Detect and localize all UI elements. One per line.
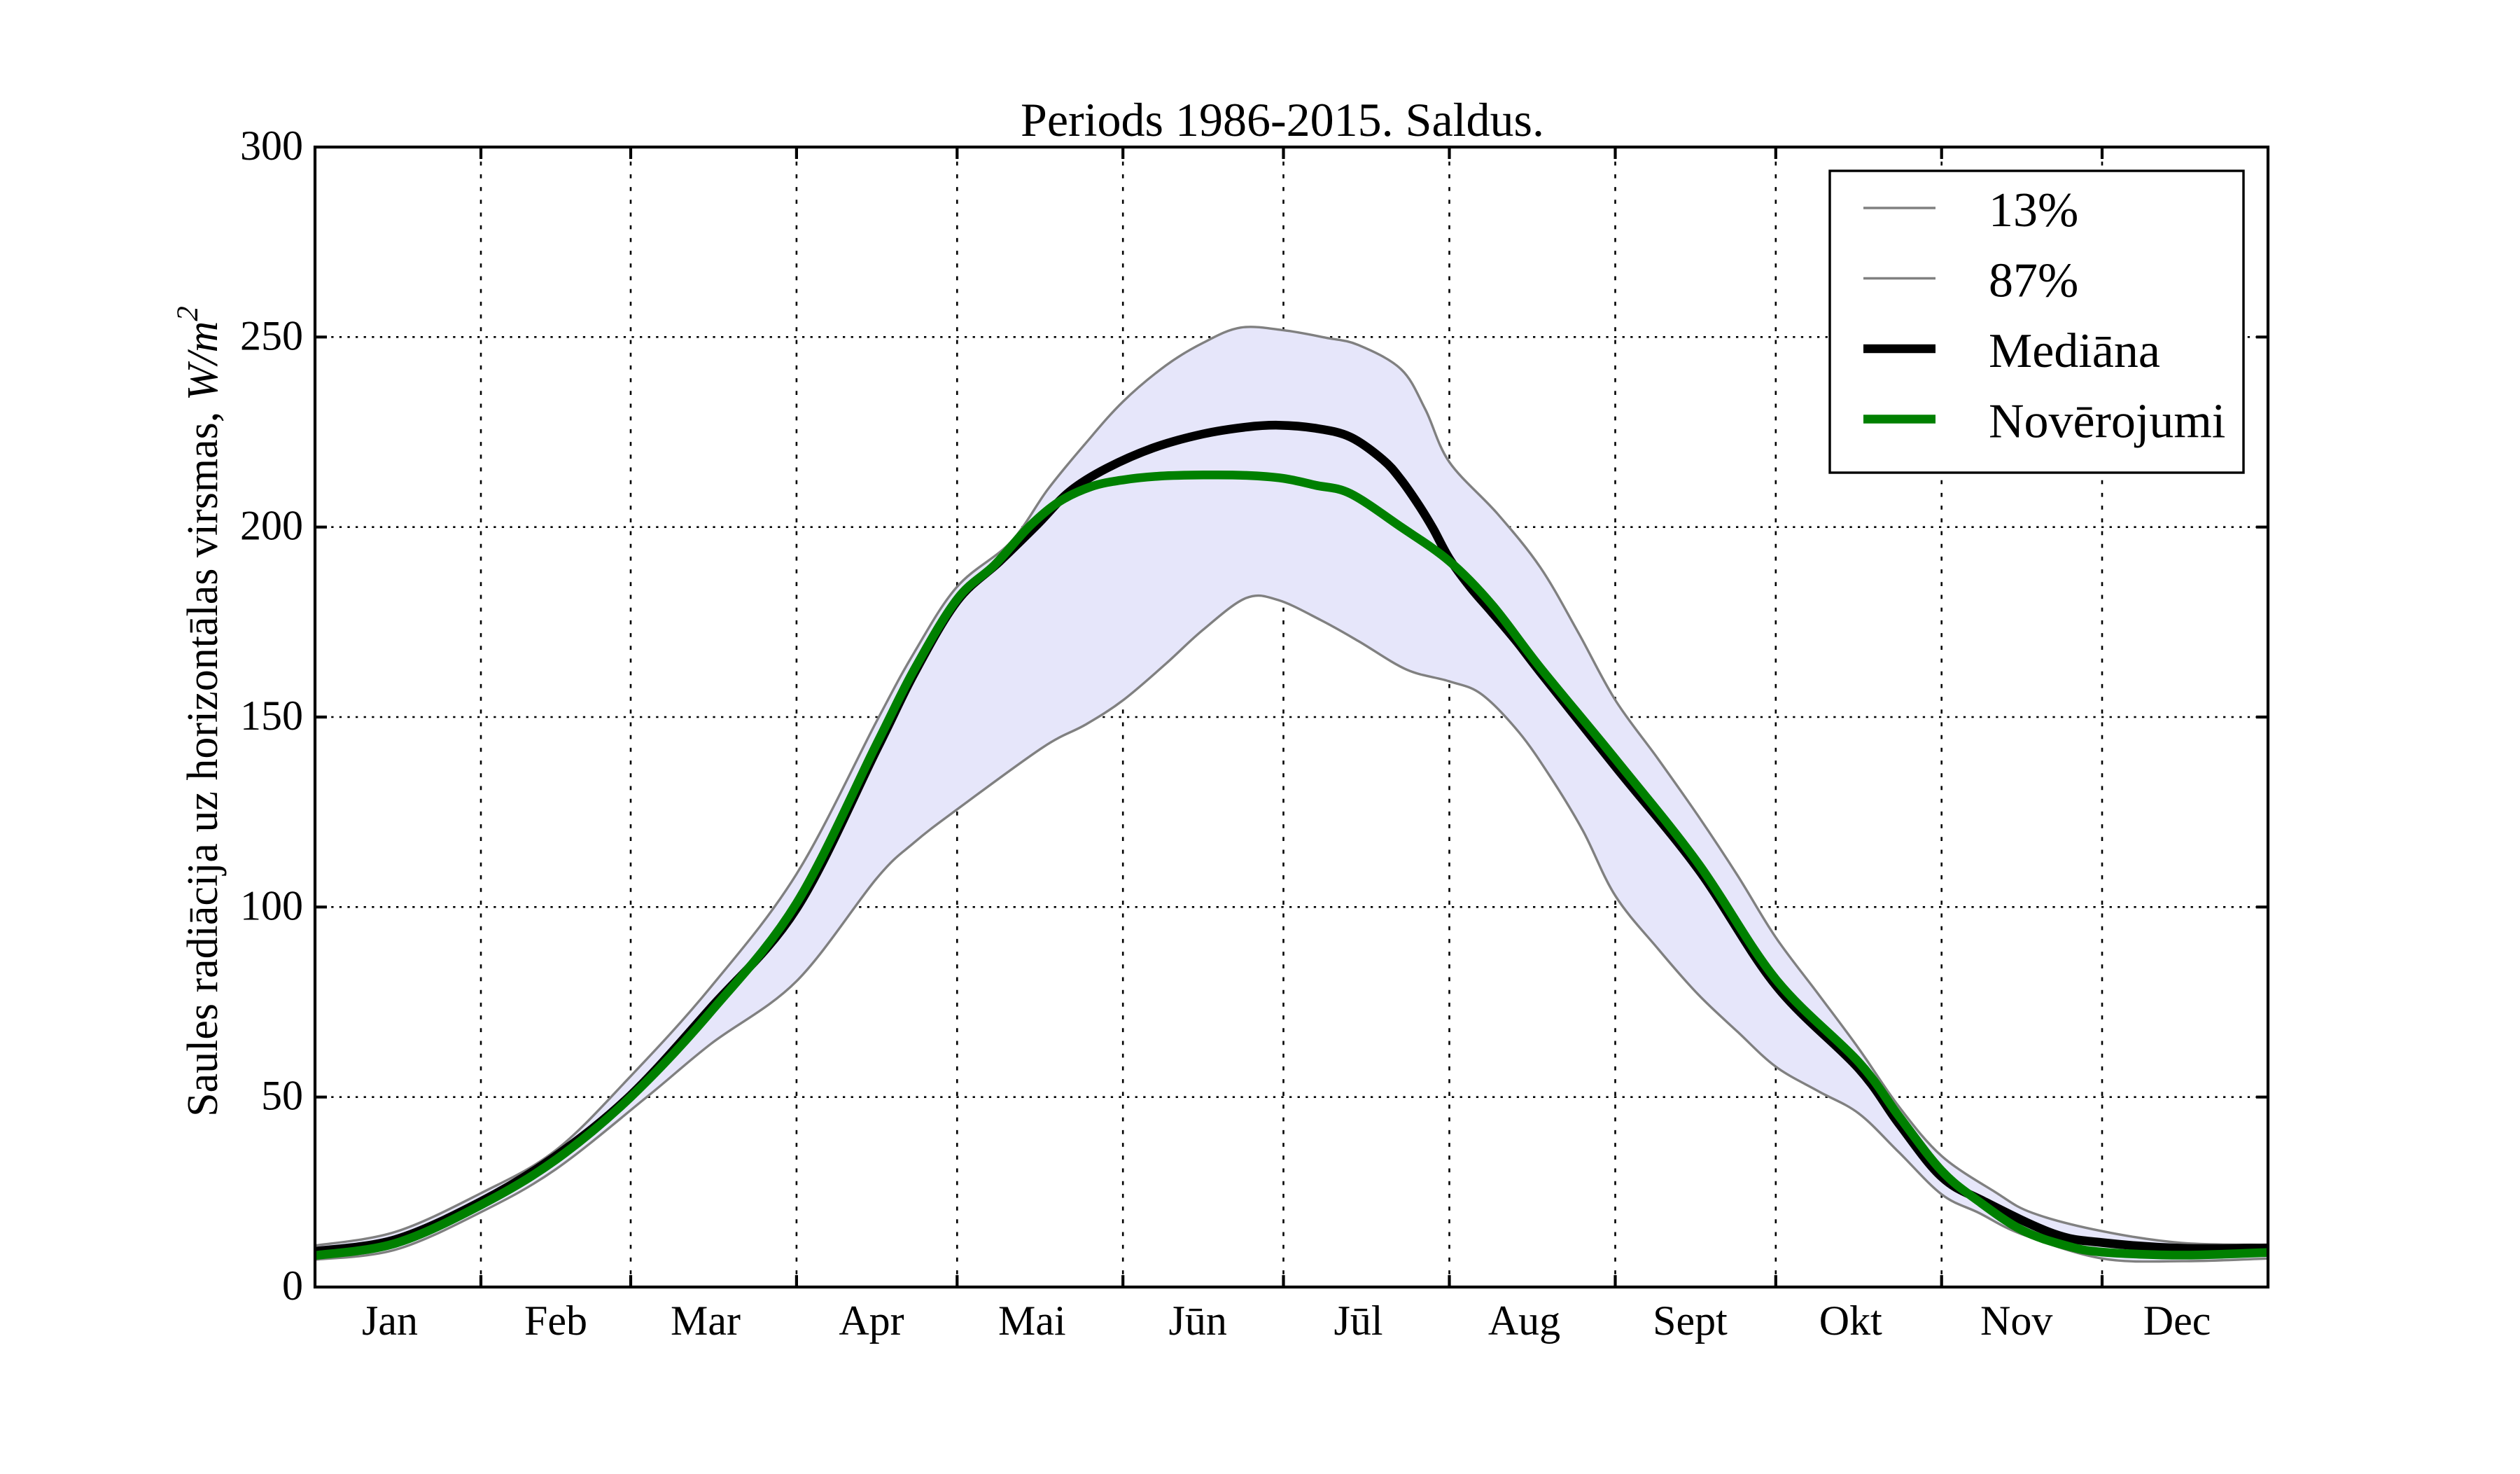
svg-text:Dec: Dec [2143,1298,2211,1344]
svg-text:100: 100 [240,882,303,929]
svg-text:200: 200 [240,503,303,549]
svg-text:150: 150 [240,693,303,739]
svg-text:Mar: Mar [671,1298,741,1344]
svg-text:250: 250 [240,312,303,359]
svg-text:Periods 1986-2015. Saldus.: Periods 1986-2015. Saldus. [1021,93,1544,146]
svg-text:Jūl: Jūl [1334,1298,1382,1344]
svg-text:Saules radiācija uz horizontāl: Saules radiācija uz horizontālas virsmas… [172,306,227,1117]
svg-text:Jan: Jan [362,1298,418,1344]
svg-text:50: 50 [261,1073,303,1119]
svg-text:300: 300 [240,123,303,169]
svg-text:Feb: Feb [524,1298,587,1344]
svg-text:Jūn: Jūn [1169,1298,1227,1344]
svg-text:Sept: Sept [1653,1298,1728,1344]
svg-text:Apr: Apr [839,1298,904,1344]
svg-text:Nov: Nov [1980,1298,2052,1344]
svg-text:Novērojumi: Novērojumi [1989,395,2225,449]
svg-text:Aug: Aug [1488,1298,1560,1344]
svg-text:13%: 13% [1989,183,2078,237]
svg-text:Okt: Okt [1819,1298,1882,1344]
svg-text:0: 0 [282,1263,303,1309]
svg-text:Mediāna: Mediāna [1989,324,2160,378]
svg-text:87%: 87% [1989,254,2078,308]
svg-text:Mai: Mai [998,1298,1066,1344]
